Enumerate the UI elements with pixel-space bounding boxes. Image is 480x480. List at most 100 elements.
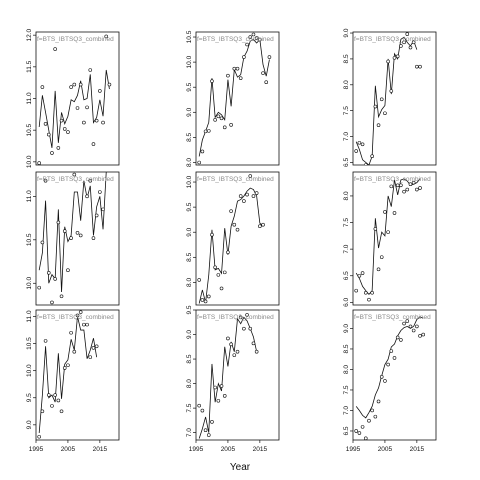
- panel-data: [37, 34, 112, 165]
- data-point: [408, 45, 413, 50]
- data-point: [235, 349, 240, 354]
- data-point: [379, 97, 384, 102]
- data-point: [357, 431, 362, 435]
- data-point: [226, 250, 230, 255]
- data-point: [264, 80, 269, 84]
- data-point: [405, 32, 410, 36]
- data-point: [242, 326, 246, 331]
- data-point: [229, 342, 233, 347]
- data-point: [251, 32, 256, 37]
- data-point: [216, 398, 221, 403]
- data-point: [216, 114, 221, 119]
- data-point: [254, 36, 259, 40]
- data-point: [37, 285, 41, 290]
- data-point: [72, 349, 77, 354]
- data-point: [261, 222, 265, 227]
- data-point: [399, 183, 403, 188]
- data-point: [363, 163, 368, 165]
- data-point: [229, 123, 233, 127]
- y-tick-label: 7.5: [343, 218, 350, 227]
- panel-frame: [35, 31, 120, 166]
- data-point: [206, 433, 211, 437]
- data-point: [258, 224, 262, 229]
- y-tick-label: 10.0: [186, 175, 193, 188]
- x-axis-title: Year: [230, 462, 251, 473]
- y-tick-label: 8.0: [343, 365, 350, 374]
- data-point: [78, 82, 83, 87]
- data-point: [200, 408, 205, 413]
- data-point: [78, 310, 83, 314]
- data-point: [360, 142, 365, 147]
- data-point: [197, 403, 201, 408]
- panel-frame: [35, 309, 120, 441]
- data-point: [206, 129, 211, 133]
- data-point: [210, 232, 214, 237]
- data-point: [229, 209, 233, 213]
- data-point: [408, 324, 413, 329]
- data-point: [354, 149, 358, 153]
- y-tick-label: 8.5: [186, 132, 193, 141]
- y-tick-label: 10.5: [186, 30, 193, 43]
- data-point: [104, 34, 109, 39]
- y-tick-label: 10.5: [26, 337, 33, 350]
- data-point: [389, 184, 394, 189]
- data-point: [248, 326, 253, 331]
- data-point: [238, 315, 243, 320]
- data-point: [399, 44, 403, 48]
- y-tick-label: 8.5: [186, 252, 193, 261]
- data-point: [85, 194, 89, 199]
- series-line: [38, 69, 110, 148]
- data-point: [258, 37, 262, 42]
- series-line: [198, 187, 264, 304]
- data-point: [376, 123, 381, 127]
- data-point: [62, 366, 67, 370]
- data-point: [267, 55, 272, 59]
- data-point: [107, 82, 112, 87]
- data-point: [354, 429, 358, 433]
- data-point: [421, 332, 426, 337]
- panel-7: 9.0 9.5 10.0 10.5 11.0 1995 2005 2015 f=BTS_IBTS…: [26, 309, 120, 453]
- data-point: [197, 278, 201, 282]
- x-tick-label: 2015: [410, 446, 425, 453]
- panel-strip-label: f=BTS_IBTSQ3_combined: [354, 314, 431, 321]
- data-point: [37, 434, 41, 439]
- data-point: [415, 187, 419, 192]
- data-point: [360, 425, 365, 429]
- y-tick-label: 6.0: [343, 297, 350, 306]
- panel-frame: [195, 31, 280, 166]
- data-point: [213, 265, 217, 270]
- panel-strip-label: f=BTS_IBTSQ3_combined: [354, 176, 431, 183]
- data-point: [395, 54, 400, 59]
- y-tick-label: 7.5: [343, 385, 350, 394]
- data-point: [245, 42, 249, 47]
- data-point: [357, 273, 362, 278]
- data-point: [418, 334, 422, 338]
- data-point: [392, 211, 397, 215]
- y-tick-label: 8.0: [186, 158, 193, 167]
- data-point: [94, 118, 99, 123]
- y-tick-label: 9.0: [186, 330, 193, 339]
- data-point: [219, 286, 224, 291]
- data-point: [69, 85, 73, 89]
- series-line: [355, 316, 424, 419]
- y-tick-label: 9.5: [186, 202, 193, 211]
- data-point: [85, 322, 89, 327]
- data-point: [370, 408, 374, 413]
- panel-8: 7.0 7.5 8.0 8.5 9.0 9.5 1995 2005 2015 f=BTS_IBTS…: [186, 305, 280, 453]
- y-tick-label: 8.0: [186, 379, 193, 388]
- panel-data: [37, 310, 99, 439]
- y-tick-label: 8.0: [186, 278, 193, 287]
- data-point: [415, 324, 419, 329]
- data-point: [418, 64, 422, 69]
- data-point: [242, 55, 246, 59]
- y-tick-label: 9.5: [186, 82, 193, 91]
- data-point: [94, 213, 99, 218]
- panel-data: [197, 32, 272, 165]
- panel-strip-label: f=BTS_IBTSQ3_combined: [37, 314, 114, 321]
- y-tick-label: 11.0: [26, 190, 33, 203]
- data-point: [43, 339, 48, 343]
- panel-3: 6.5 7.0 7.5 8.0 8.5 9.0 f=BTS_IBTSQ3_combined: [343, 28, 437, 167]
- data-point: [222, 125, 227, 130]
- data-point: [363, 290, 368, 295]
- panel-data: [354, 32, 422, 165]
